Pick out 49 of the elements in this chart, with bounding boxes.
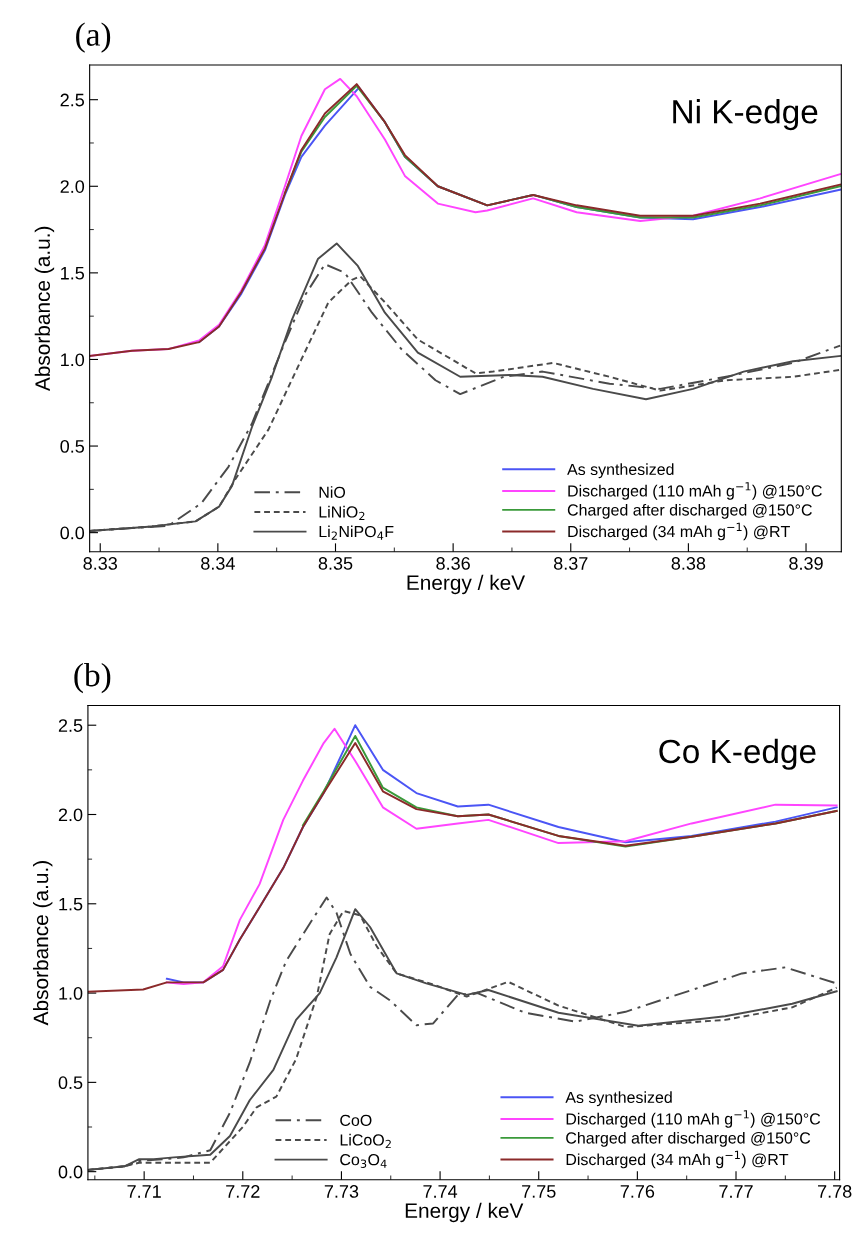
- y-tick-label: 0.0: [60, 526, 85, 540]
- y-tick-label: 2.0: [58, 808, 83, 822]
- legend-label: As synthesized: [565, 1091, 672, 1107]
- legend-label: Co$_{3}$O$_{4}$: [340, 1154, 387, 1168]
- x-tick-label: 8.37: [553, 557, 588, 570]
- legend-label: CoO: [340, 1114, 372, 1126]
- x-tick-label: 8.39: [789, 557, 823, 570]
- legend-label: Discharged (110 mAh g$^{−1}$) @150°C: [568, 482, 822, 500]
- legend-label: NiO: [319, 486, 346, 498]
- legend-label: As synthesized: [567, 463, 674, 479]
- x-tick-label: 7.72: [226, 1185, 260, 1198]
- y-axis-title: Absorbance (a.u.): [34, 226, 55, 392]
- legend-label: LiCoO$_{2}$: [340, 1133, 391, 1149]
- chart-title: (a): [76, 22, 111, 53]
- y-tick-label: 1.5: [59, 897, 83, 911]
- legend-label: Discharged (34 mAh g$^{−1}$) @RT: [568, 522, 790, 541]
- chart-title: (b): [74, 662, 111, 694]
- legend-label: Charged after discharged @150°C: [567, 503, 812, 519]
- x-tick-label: 7.74: [423, 1185, 458, 1198]
- y-tick-label: 2.5: [58, 719, 83, 732]
- x-tick-label: 8.36: [436, 557, 470, 570]
- x-tick-label: 7.73: [324, 1185, 359, 1198]
- y-tick-label: 1.0: [61, 353, 85, 367]
- x-axis-title: Energy / keV: [407, 574, 526, 595]
- y-axis-title: Absorbance (a.u.): [32, 861, 53, 1026]
- annotation: Co K-edge: [659, 738, 816, 770]
- y-tick-label: 0.5: [60, 439, 85, 453]
- x-axis-title: Energy / keV: [405, 1202, 524, 1223]
- legend-label: Charged after discharged @150°C: [566, 1131, 811, 1147]
- legend-label: Discharged (34 mAh g$^{−1}$) @RT: [566, 1150, 789, 1169]
- legend-label: Li$_{2}$NiPO$_{4}$F: [319, 525, 394, 540]
- x-tick-label: 7.78: [818, 1185, 852, 1198]
- y-tick-label: 2.5: [60, 93, 85, 107]
- y-tick-label: 1.0: [59, 987, 83, 1000]
- x-tick-label: 7.71: [127, 1185, 161, 1198]
- y-tick-label: 0.0: [58, 1165, 83, 1179]
- x-tick-label: 8.35: [318, 557, 353, 570]
- y-tick-label: 1.5: [61, 266, 85, 280]
- x-tick-label: 8.34: [201, 557, 235, 570]
- legend-label: LiNiO$_{2}$: [319, 505, 365, 521]
- legend-label: Discharged (110 mAh g$^{−1}$) @150°C: [566, 1110, 821, 1128]
- x-tick-label: 8.38: [671, 557, 706, 570]
- x-tick-label: 7.77: [719, 1185, 753, 1198]
- y-tick-label: 0.5: [58, 1076, 83, 1090]
- x-tick-label: 8.33: [83, 557, 118, 570]
- y-tick-label: 2.0: [60, 180, 85, 193]
- x-tick-label: 7.75: [522, 1185, 556, 1198]
- annotation: Ni K-edge: [673, 99, 818, 131]
- x-tick-label: 7.76: [620, 1185, 655, 1198]
